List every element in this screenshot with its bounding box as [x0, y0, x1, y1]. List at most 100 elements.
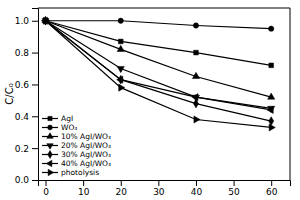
x-axis-tick: 60	[266, 180, 278, 197]
series	[43, 18, 274, 31]
legend-swatch-marker	[47, 144, 53, 150]
y-axis-tick: 1.0	[15, 16, 38, 26]
legend-swatch-marker	[48, 125, 53, 130]
series-area	[41, 16, 275, 131]
x-axis-tick: 10	[78, 180, 90, 197]
series-marker	[192, 94, 198, 101]
series-marker	[192, 72, 199, 78]
series-marker	[269, 124, 275, 131]
x-axis-tick-label: 60	[266, 187, 278, 197]
series	[42, 19, 275, 113]
series-line	[46, 21, 272, 97]
y-axis-tick: 0.6	[15, 80, 38, 90]
series	[41, 17, 273, 113]
x-axis-line	[39, 181, 291, 187]
series-marker	[194, 116, 200, 123]
y-axis-tick: 0.8	[15, 48, 38, 58]
legend-item: AgI	[42, 114, 73, 123]
y-axis-tick-label: 1.0	[15, 16, 30, 26]
legend-item: WO₃	[42, 123, 77, 132]
x-axis-tick-mark	[83, 180, 84, 186]
x-axis-tick-mark	[271, 180, 272, 186]
series-marker	[43, 17, 49, 24]
series	[43, 16, 274, 125]
series-marker	[117, 66, 124, 72]
series-marker	[117, 76, 123, 83]
y-axis-tick-label: 0.2	[15, 144, 29, 154]
y-axis-tick-mark	[32, 116, 38, 117]
series-marker	[269, 63, 274, 68]
x-axis: 0 10 20 30 40 50 60	[39, 180, 291, 197]
series-line	[46, 21, 272, 121]
x-axis-tick-mark	[46, 180, 47, 186]
series-marker	[269, 26, 274, 31]
x-axis-tick: 20	[116, 180, 128, 197]
y-axis-tick-label: 0.8	[15, 48, 30, 58]
y-axis-tick: 0.0	[15, 175, 38, 185]
y-axis-tick-mark	[32, 21, 38, 22]
series-marker	[117, 45, 124, 51]
x-axis-tick-label: 50	[228, 187, 240, 197]
series-marker	[268, 93, 275, 99]
series-marker	[119, 84, 125, 91]
series-line	[46, 21, 272, 128]
legend-swatch-marker	[46, 160, 52, 166]
x-axis-tick-label: 40	[191, 187, 203, 197]
y-axis-tick-mark	[32, 84, 38, 85]
legend-item: 30% AgI/WO₃	[42, 150, 111, 159]
legend-label: 40% AgI/WO₃	[61, 159, 111, 168]
chart: 0 10 20 30 40 50 60 0.0 0.2 0.4 0.6 0.8 1.0 AgIWO₃10%…	[0, 0, 300, 200]
legend-swatch-marker	[47, 133, 53, 139]
y-axis-tick-label: 0.4	[15, 112, 30, 122]
legend-label: 10% AgI/WO₃	[61, 132, 111, 141]
legend-label: 30% AgI/WO₃	[61, 150, 111, 159]
x-axis-tick: 50	[228, 180, 240, 197]
x-axis-tick-label: 20	[116, 187, 128, 197]
series-line	[46, 21, 272, 66]
x-axis-tick-mark	[158, 180, 159, 186]
y-axis-tick-mark	[32, 180, 38, 181]
y-axis-title: C/C₀	[4, 83, 15, 104]
y-axis: 0.0 0.2 0.4 0.6 0.8 1.0	[15, 9, 39, 186]
legend-label: WO₃	[61, 123, 77, 132]
legend-label: 20% AgI/WO₃	[61, 141, 111, 150]
x-axis-tick: 40	[191, 180, 203, 197]
x-axis-tick-mark	[121, 180, 122, 186]
legend-item: 40% AgI/WO₃	[42, 159, 111, 168]
series-marker	[118, 39, 123, 44]
series	[42, 17, 275, 100]
x-axis-tick-mark	[196, 180, 197, 186]
plot: 0 10 20 30 40 50 60 0.0 0.2 0.4 0.6 0.8 1.0 AgIWO₃10%…	[15, 8, 291, 197]
frame-top	[38, 8, 290, 9]
series-line	[46, 21, 272, 110]
legend-item: photolysis	[42, 168, 99, 177]
x-axis-tick-label: 30	[153, 187, 165, 197]
y-axis-tick: 0.4	[15, 112, 38, 122]
y-axis-tick-label: 0.6	[15, 80, 30, 90]
series-marker	[118, 18, 123, 23]
series	[43, 18, 273, 67]
series	[43, 17, 275, 131]
y-axis-tick-label: 0.0	[15, 175, 30, 185]
legend-swatch-marker	[48, 116, 52, 120]
x-axis-tick: 0	[43, 180, 49, 197]
series-marker	[193, 23, 198, 28]
legend: AgIWO₃10% AgI/WO₃20% AgI/WO₃30% AgI/WO₃4…	[42, 114, 111, 177]
frame-right	[290, 8, 291, 180]
series-line	[46, 21, 272, 109]
series-marker	[194, 50, 199, 55]
legend-label: AgI	[61, 114, 73, 123]
legend-item: 20% AgI/WO₃	[42, 141, 111, 150]
x-axis-tick-label: 0	[43, 187, 49, 197]
x-axis-tick: 30	[153, 180, 165, 197]
legend-label: photolysis	[61, 168, 99, 177]
y-axis-line	[32, 9, 39, 181]
y-axis-tick: 0.2	[15, 144, 38, 154]
legend-item: 10% AgI/WO₃	[42, 132, 111, 141]
legend-swatch-marker	[48, 169, 54, 175]
y-axis-tick-mark	[32, 53, 38, 54]
series-marker	[267, 106, 273, 113]
series-line	[46, 21, 272, 29]
legend-swatch-marker	[48, 151, 53, 159]
x-axis-tick-label: 10	[78, 187, 90, 197]
